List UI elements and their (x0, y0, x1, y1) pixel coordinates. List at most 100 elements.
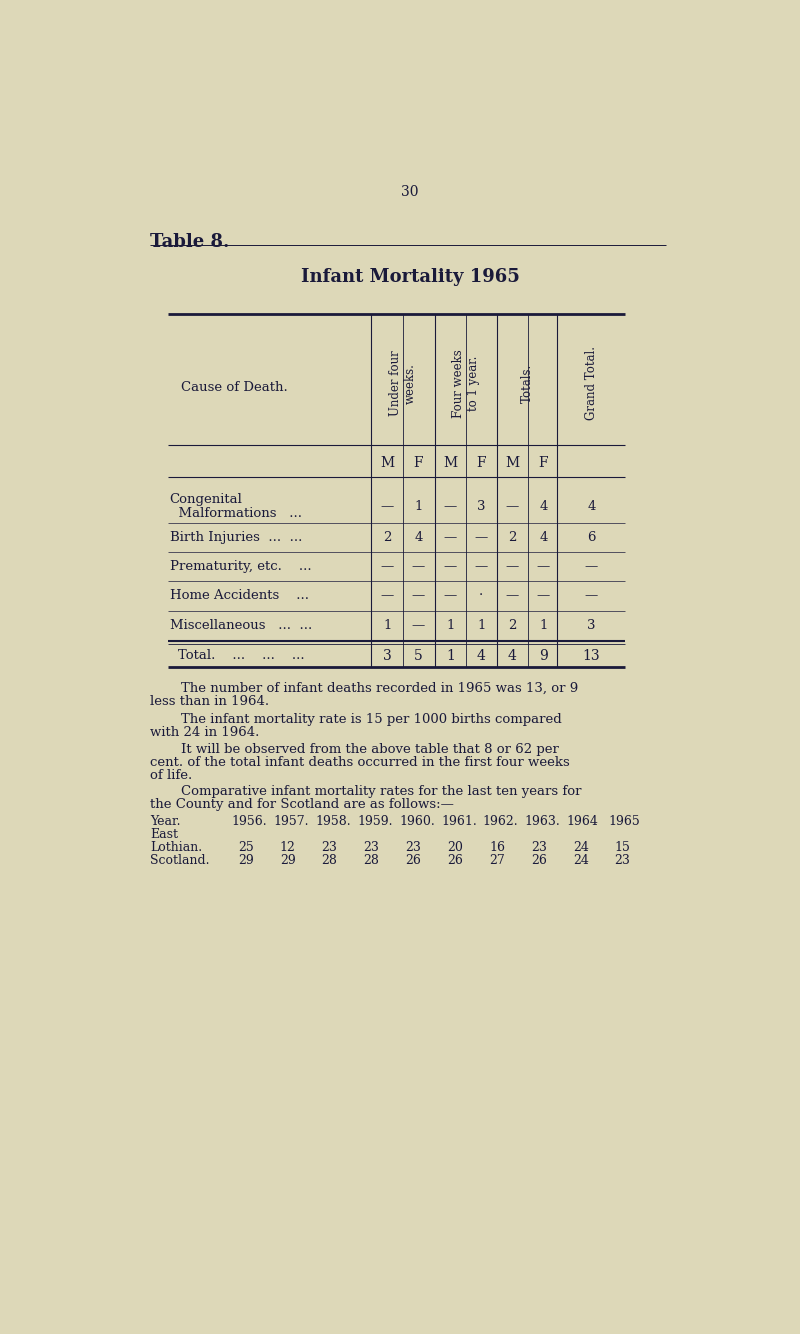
Text: —: — (474, 531, 488, 544)
Text: Year.: Year. (150, 815, 181, 827)
Text: —: — (585, 590, 598, 603)
Text: 23: 23 (531, 840, 546, 854)
Text: 28: 28 (322, 854, 338, 867)
Text: M: M (381, 456, 394, 470)
Text: —: — (412, 590, 425, 603)
Text: Congenital: Congenital (170, 494, 242, 506)
Text: M: M (443, 456, 458, 470)
Text: 23: 23 (406, 840, 422, 854)
Text: 27: 27 (489, 854, 505, 867)
Text: 2: 2 (508, 531, 517, 544)
Text: 1958.: 1958. (315, 815, 351, 827)
Text: the County and for Scotland are as follows:—: the County and for Scotland are as follo… (150, 798, 454, 811)
Text: 1: 1 (446, 648, 454, 663)
Text: Comparative infant mortality rates for the last ten years for: Comparative infant mortality rates for t… (182, 784, 582, 798)
Text: —: — (412, 560, 425, 574)
Text: 3: 3 (477, 500, 486, 514)
Text: with 24 in 1964.: with 24 in 1964. (150, 726, 260, 739)
Text: 29: 29 (280, 854, 295, 867)
Text: The number of infant deaths recorded in 1965 was 13, or 9: The number of infant deaths recorded in … (182, 682, 578, 695)
Text: Birth Injuries  ...  ...: Birth Injuries ... ... (170, 531, 302, 544)
Text: —: — (506, 590, 519, 603)
Text: 1965: 1965 (609, 815, 640, 827)
Text: 23: 23 (614, 854, 630, 867)
Text: 5: 5 (414, 648, 423, 663)
Text: 25: 25 (238, 840, 254, 854)
Text: 4: 4 (539, 500, 547, 514)
Text: —: — (381, 500, 394, 514)
Text: 1960.: 1960. (399, 815, 435, 827)
Text: 1: 1 (539, 619, 547, 632)
Text: Four weeks
to 1 year.: Four weeks to 1 year. (452, 350, 480, 418)
Text: 1956.: 1956. (232, 815, 267, 827)
Text: 23: 23 (363, 840, 379, 854)
Text: 4: 4 (508, 648, 517, 663)
Text: 3: 3 (383, 648, 392, 663)
Text: —: — (381, 590, 394, 603)
Text: 1: 1 (383, 619, 392, 632)
Text: Scotland.: Scotland. (150, 854, 210, 867)
Text: 12: 12 (280, 840, 296, 854)
Text: F: F (414, 456, 423, 470)
Text: —: — (412, 619, 425, 632)
Text: —: — (537, 590, 550, 603)
Text: 15: 15 (614, 840, 630, 854)
Text: The infant mortality rate is 15 per 1000 births compared: The infant mortality rate is 15 per 1000… (182, 712, 562, 726)
Text: —: — (506, 560, 519, 574)
Text: 13: 13 (582, 648, 600, 663)
Text: 26: 26 (531, 854, 546, 867)
Text: Lothian.: Lothian. (150, 840, 202, 854)
Text: cent. of the total infant deaths occurred in the first four weeks: cent. of the total infant deaths occurre… (150, 756, 570, 770)
Text: Infant Mortality 1965: Infant Mortality 1965 (301, 268, 519, 285)
Text: 1963.: 1963. (525, 815, 561, 827)
Text: Table 8.: Table 8. (150, 233, 230, 251)
Text: 29: 29 (238, 854, 254, 867)
Text: 20: 20 (447, 840, 463, 854)
Text: 24: 24 (573, 854, 589, 867)
Text: 6: 6 (587, 531, 595, 544)
Text: 30: 30 (402, 184, 418, 199)
Text: F: F (477, 456, 486, 470)
Text: 9: 9 (539, 648, 548, 663)
Text: —: — (585, 560, 598, 574)
Text: —: — (506, 500, 519, 514)
Text: 1964: 1964 (566, 815, 598, 827)
Text: 28: 28 (363, 854, 379, 867)
Text: 24: 24 (573, 840, 589, 854)
Text: Grand Total.: Grand Total. (585, 347, 598, 420)
Text: Total.    ...    ...    ...: Total. ... ... ... (178, 650, 304, 663)
Text: 4: 4 (587, 500, 595, 514)
Text: 1: 1 (477, 619, 486, 632)
Text: 1962.: 1962. (483, 815, 518, 827)
Text: Miscellaneous   ...  ...: Miscellaneous ... ... (170, 619, 312, 632)
Text: Cause of Death.: Cause of Death. (182, 380, 288, 394)
Text: —: — (381, 560, 394, 574)
Text: —: — (444, 531, 457, 544)
Text: —: — (444, 560, 457, 574)
Text: 2: 2 (383, 531, 392, 544)
Text: less than in 1964.: less than in 1964. (150, 695, 270, 708)
Text: 4: 4 (477, 648, 486, 663)
Text: 4: 4 (539, 531, 547, 544)
Text: 2: 2 (508, 619, 517, 632)
Text: 23: 23 (322, 840, 338, 854)
Text: M: M (506, 456, 519, 470)
Text: 26: 26 (406, 854, 422, 867)
Text: F: F (538, 456, 548, 470)
Text: 26: 26 (447, 854, 463, 867)
Text: Under four
weeks.: Under four weeks. (389, 351, 417, 416)
Text: ·: · (479, 590, 483, 603)
Text: 1: 1 (414, 500, 422, 514)
Text: It will be observed from the above table that 8 or 62 per: It will be observed from the above table… (182, 743, 559, 756)
Text: 1: 1 (446, 619, 454, 632)
Text: 16: 16 (489, 840, 505, 854)
Text: Totals.: Totals. (521, 364, 534, 403)
Text: Prematurity, etc.    ...: Prematurity, etc. ... (170, 560, 311, 574)
Text: of life.: of life. (150, 770, 193, 782)
Text: 1961.: 1961. (441, 815, 477, 827)
Text: 1959.: 1959. (358, 815, 393, 827)
Text: —: — (444, 500, 457, 514)
Text: —: — (474, 560, 488, 574)
Text: East: East (150, 827, 178, 840)
Text: 1957.: 1957. (274, 815, 309, 827)
